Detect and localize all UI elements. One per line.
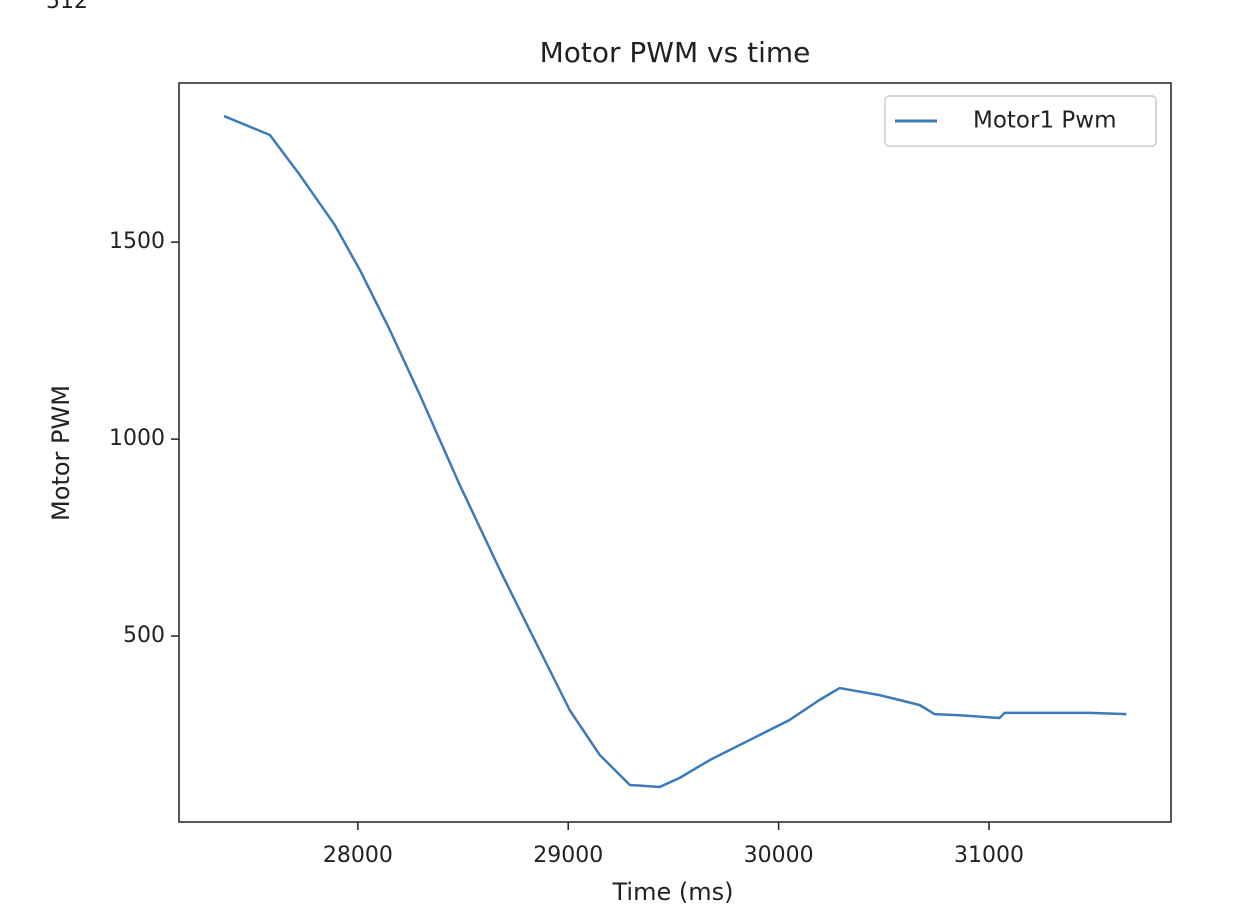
y-tick-label: 500 xyxy=(123,623,165,648)
x-tick-label: 31000 xyxy=(954,843,1024,868)
data-line xyxy=(223,114,1127,789)
x-tick-label: 28000 xyxy=(323,843,393,868)
legend-box xyxy=(884,95,1157,147)
legend-label: Motor1 Pwm xyxy=(973,108,1117,134)
y-tick-label: 1000 xyxy=(109,426,165,451)
x-tick-label: 30000 xyxy=(744,843,814,868)
y-tick-label: 1500 xyxy=(109,229,165,254)
page-label: 512 xyxy=(46,0,88,14)
y-axis-label: Motor PWM xyxy=(47,385,75,521)
x-axis-label: Time (ms) xyxy=(612,878,734,904)
plot-frame xyxy=(178,82,1172,823)
chart-title: Motor PWM vs time xyxy=(540,36,811,69)
x-tick-label: 29000 xyxy=(533,843,603,868)
